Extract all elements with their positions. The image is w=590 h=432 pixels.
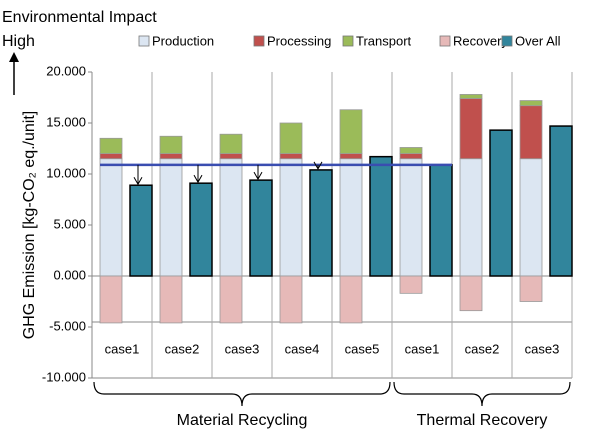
legend-label: Production [152,33,214,48]
y-tick-label: -10.000 [42,369,86,384]
legend-label: Transport [356,33,412,48]
legend-swatch [342,35,354,47]
legend-label: Processing [267,33,331,48]
bar-segment [279,275,303,324]
bar-segment [99,137,123,155]
bar-segment [219,275,243,324]
category-label: case1 [405,341,440,356]
y-tick-label: 10.000 [46,165,86,180]
category-label: case2 [465,341,500,356]
bar-segment [219,158,243,277]
bar-segment [219,153,243,160]
y-tick-label: -5.000 [49,318,86,333]
bar-segment [279,122,303,155]
overall-bar [249,179,273,277]
group-brace [393,381,571,407]
bar-segment [399,275,423,294]
category-label: case3 [225,341,260,356]
legend-swatch [253,35,265,47]
bar-segment [459,275,483,312]
bar-segment [279,158,303,277]
bar-segment [99,275,123,324]
bar-segment [459,94,483,99]
y-tick-label: 5.000 [53,216,86,231]
category-label: case5 [345,341,380,356]
bar-segment [519,158,543,277]
bar-segment [159,153,183,160]
bar-segment [519,100,543,107]
bar-segment [159,275,183,324]
bar-segment [339,158,363,277]
bar-segment [459,98,483,160]
overall-bar [189,182,213,277]
arrowhead [193,174,203,184]
bar-segment [159,135,183,154]
category-label: case2 [165,341,200,356]
impact-arrowhead [9,52,19,62]
annotation-title: Environmental Impact [2,9,157,26]
bar-segment [399,158,423,277]
bar-segment [399,153,423,160]
legend-swatch [138,35,150,47]
overall-bar [309,169,333,277]
group-label: Thermal Recovery [417,412,548,429]
legend-swatch [439,35,451,47]
bar-segment [339,109,363,154]
category-label: case4 [285,341,320,356]
category-label: case1 [105,341,140,356]
overall-bar [489,129,513,277]
bar-segment [339,153,363,160]
overall-bar [369,155,393,277]
overall-bar [429,164,453,277]
legend-swatch [501,35,513,47]
bar-segment [519,275,543,302]
y-tick-label: 15.000 [46,114,86,129]
bar-segment [279,153,303,160]
bar-segment [339,275,363,324]
category-label: case3 [525,341,560,356]
bar-segment [159,158,183,277]
bar-segment [519,105,543,160]
y-tick-label: 20.000 [46,63,86,78]
bar-segment [99,158,123,277]
legend-label: Recovery [453,33,508,48]
bar-segment [219,133,243,155]
annotation-high: High [2,33,35,50]
group-label: Material Recycling [177,412,308,429]
bar-segment [399,147,423,154]
y-axis-label: GHG Emission [kg-CO₂ eq./unit] [21,111,38,340]
overall-bar [549,125,573,277]
arrowhead [133,176,143,186]
overall-bar [129,184,153,277]
legend-label: Over All [515,33,561,48]
y-tick-label: 0.000 [53,267,86,282]
bar-segment [99,153,123,160]
bar-segment [459,158,483,277]
arrowhead [253,171,263,181]
group-brace [93,381,391,407]
arrowhead [313,161,323,170]
